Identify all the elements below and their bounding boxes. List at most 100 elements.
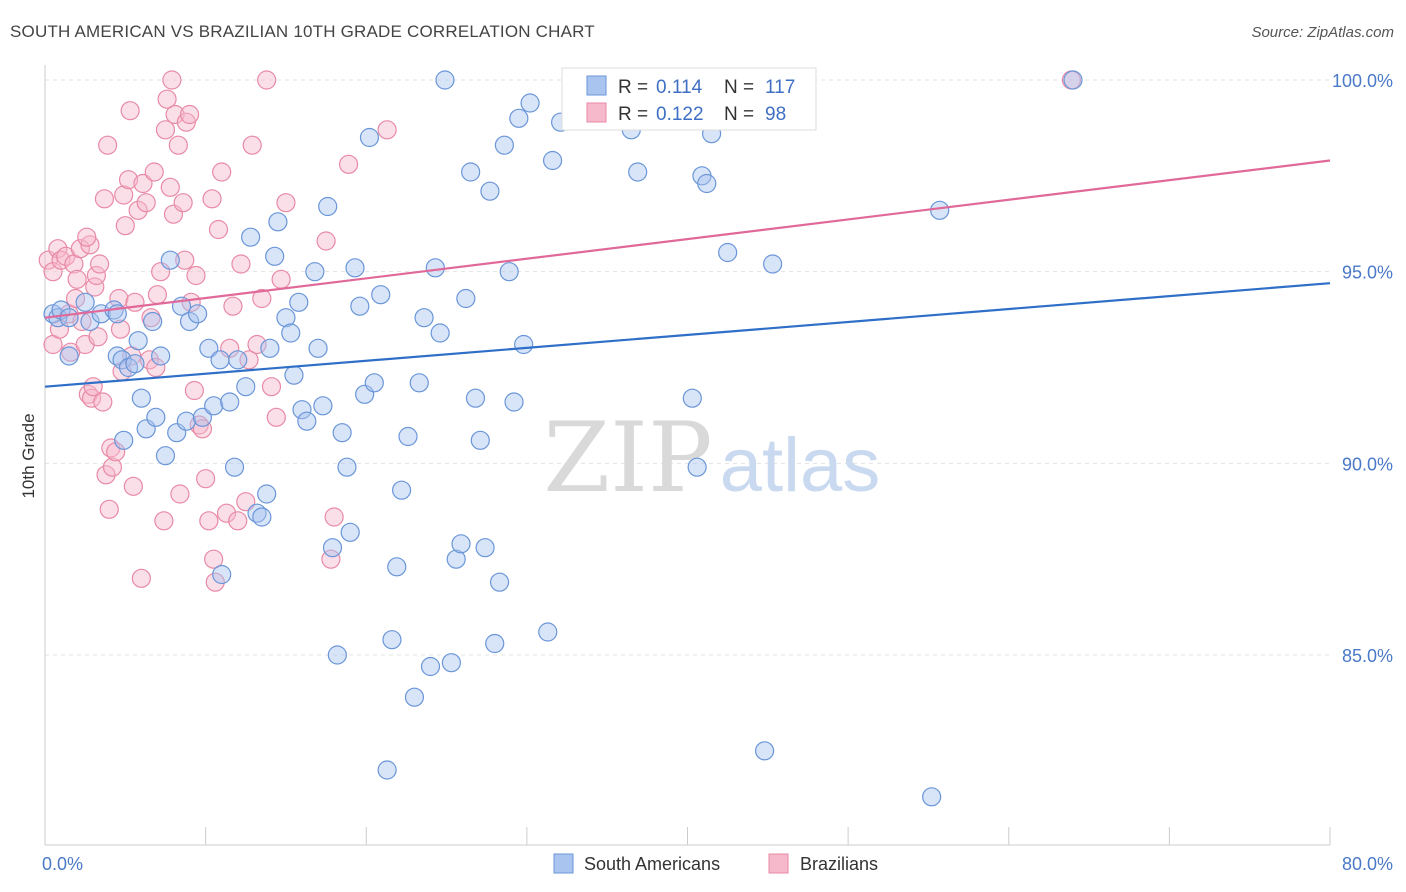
- brazilians-point: [155, 120, 176, 140]
- brazilians-point: [131, 568, 151, 588]
- y-tick-label: 85.0%: [1342, 646, 1393, 666]
- brazilians-point: [276, 193, 296, 213]
- south-americans-point: [257, 484, 277, 504]
- south-americans-point: [425, 258, 445, 278]
- legend-r-value-2: 0.122: [656, 104, 704, 125]
- brazilians-point: [80, 235, 100, 255]
- south-americans-point: [337, 457, 357, 477]
- south-americans-point: [305, 262, 325, 282]
- legend-n-label-1: N =: [724, 77, 754, 98]
- brazilians-point: [216, 503, 237, 523]
- brazilians-point: [102, 457, 123, 477]
- south-americans-point: [212, 564, 232, 585]
- brazilians-point: [67, 269, 87, 289]
- south-americans-point: [236, 377, 256, 397]
- brazilians-point: [146, 357, 166, 378]
- south-americans-point: [151, 346, 171, 366]
- south-americans-point: [192, 407, 213, 427]
- south-americans-point: [499, 262, 519, 282]
- brazilians-point: [94, 189, 115, 209]
- south-americans-point: [284, 365, 304, 385]
- zipatlas-watermark: ZIP atlas: [543, 402, 880, 514]
- south-americans-point: [224, 457, 245, 477]
- brazilians-point: [316, 231, 336, 251]
- brazilians-point: [65, 288, 86, 309]
- legend-swatch-south-americans: [586, 75, 607, 96]
- brazilians-point: [179, 104, 200, 125]
- south-americans-point: [404, 687, 425, 707]
- brazilians-point: [110, 319, 131, 339]
- brazilians-point: [162, 70, 182, 90]
- south-americans-point: [485, 633, 505, 654]
- y-tick-labels: 85.0% 90.0% 95.0% 100.0%: [1332, 71, 1393, 666]
- south-americans-point: [520, 93, 540, 113]
- brazilians-point: [208, 219, 229, 240]
- brazilians-point: [175, 250, 195, 270]
- south-americans-point: [494, 135, 514, 155]
- south-americans-point: [128, 331, 148, 351]
- south-americans-point: [75, 292, 95, 312]
- brazilians-point: [170, 484, 190, 504]
- brazilians-point: [377, 120, 397, 140]
- brazilians-point: [98, 135, 118, 155]
- brazilians-point: [247, 334, 267, 355]
- south-americans-point: [930, 200, 950, 220]
- south-americans-point: [382, 630, 402, 650]
- brazilians-point: [184, 380, 204, 401]
- south-americans-point: [313, 396, 333, 416]
- brazilians-point: [271, 269, 291, 289]
- brazilians-point: [96, 465, 116, 485]
- south-americans-point: [754, 741, 775, 761]
- south-americans-point: [509, 108, 529, 128]
- brazilians-point: [139, 350, 160, 370]
- brazilians-point: [125, 292, 145, 312]
- brazilians-point: [114, 185, 134, 205]
- south-americans-point: [327, 645, 347, 665]
- south-americans-point: [160, 250, 180, 270]
- brazilians-point: [48, 239, 68, 259]
- south-americans-point: [391, 480, 412, 500]
- south-americans-point: [146, 407, 166, 427]
- south-americans-trend-line: [44, 282, 1331, 388]
- chart-title: SOUTH AMERICAN VS BRAZILIAN 10TH GRADE C…: [10, 22, 595, 41]
- south-americans-point: [542, 150, 563, 171]
- brazilians-point: [338, 154, 359, 174]
- brazilians-point: [199, 511, 219, 531]
- south-americans-point: [470, 430, 490, 450]
- south-americans-point: [409, 373, 429, 393]
- south-americans-point: [377, 760, 397, 780]
- south-americans-point: [359, 127, 380, 148]
- x-tick-label: 80.0%: [1342, 854, 1393, 874]
- brazilians-point: [236, 492, 256, 512]
- brazilians-point: [77, 227, 97, 247]
- south-americans-point: [179, 311, 200, 332]
- south-americans-point: [220, 392, 240, 412]
- brazilians-point: [202, 189, 222, 209]
- brazilians-point: [90, 254, 110, 274]
- brazilians-point: [160, 177, 180, 197]
- south-americans-point: [628, 162, 648, 182]
- south-americans-point: [414, 308, 434, 328]
- south-americans-point: [340, 522, 360, 542]
- south-americans-point: [504, 392, 524, 412]
- brazilians-point: [257, 70, 277, 90]
- south-americans-point: [1063, 70, 1083, 90]
- legend-n-value-2: 98: [765, 104, 786, 125]
- chart-source: Source: ZipAtlas.com: [1251, 24, 1394, 41]
- south-americans-point: [228, 350, 248, 370]
- brazilians-point: [252, 288, 272, 309]
- brazilians-point: [186, 265, 206, 286]
- south-americans-point: [276, 308, 296, 328]
- south-americans-point: [59, 346, 79, 366]
- south-americans-point: [345, 258, 365, 278]
- south-americans-point: [538, 622, 558, 642]
- south-americans-point: [435, 70, 455, 90]
- brazilians-point: [83, 377, 103, 397]
- brazilians-point: [228, 511, 248, 531]
- south-americans-point: [318, 196, 338, 217]
- brazilians-point: [147, 285, 168, 305]
- brazilians-point: [239, 350, 259, 370]
- brazilians-point: [165, 104, 185, 125]
- south-americans-point: [682, 388, 702, 408]
